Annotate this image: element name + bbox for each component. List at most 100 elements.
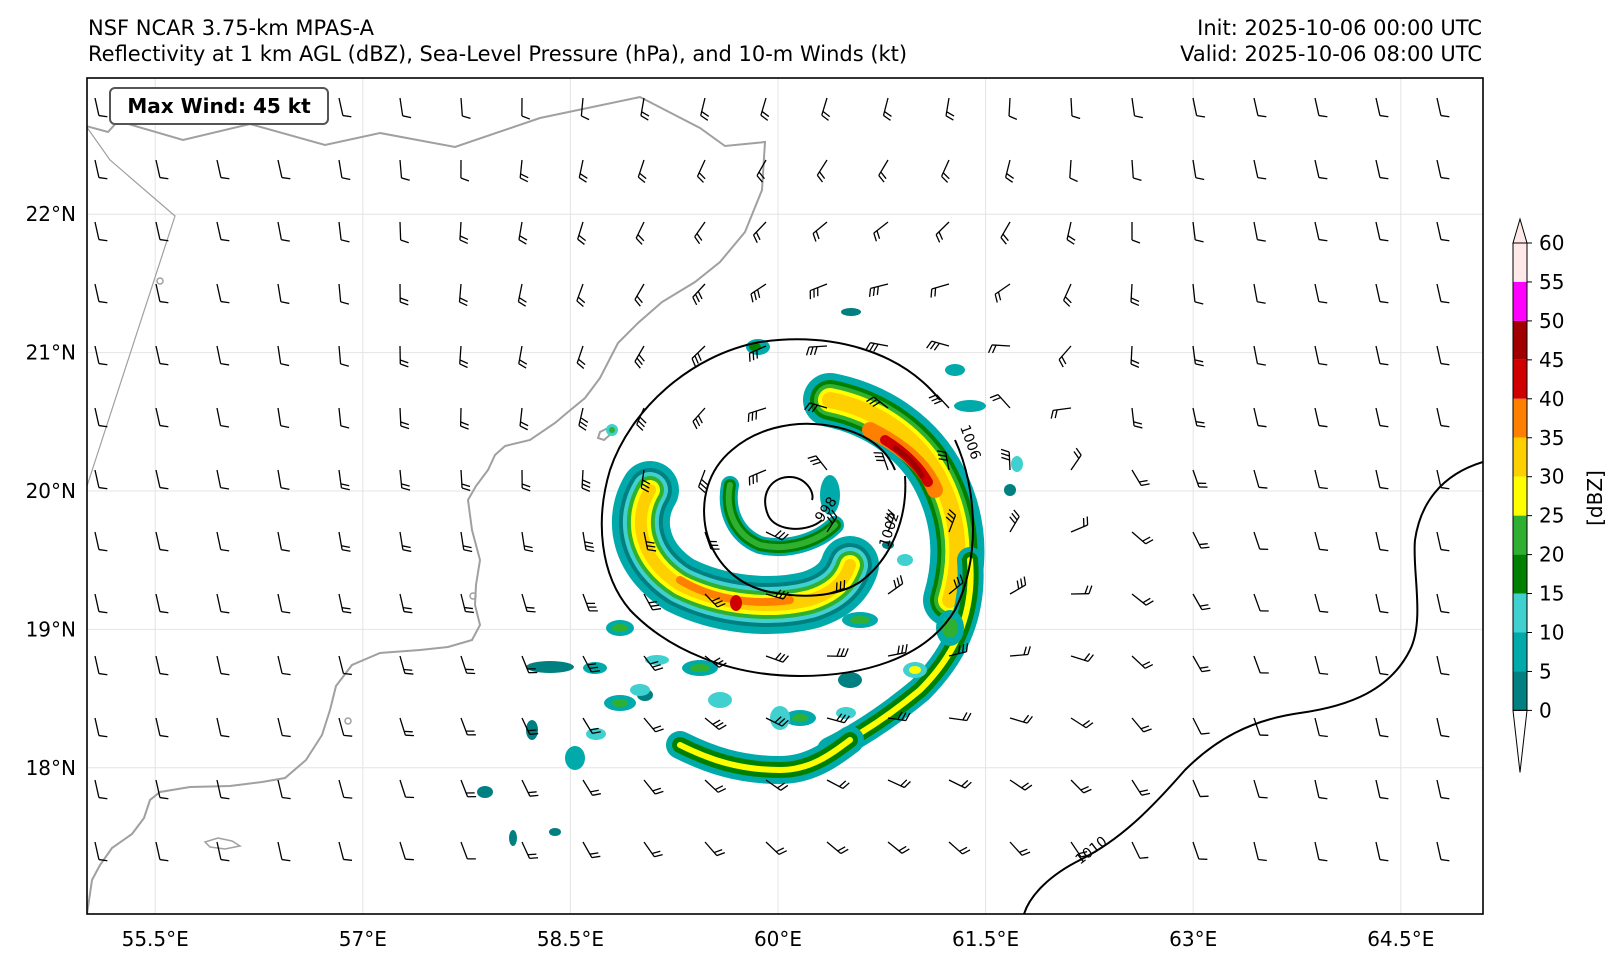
colorbar-segment bbox=[1513, 398, 1527, 438]
colorbar-segment bbox=[1513, 593, 1527, 633]
wind-barb bbox=[460, 531, 473, 553]
wind-barb bbox=[578, 159, 588, 183]
wind-barb bbox=[338, 779, 353, 799]
wind-barb bbox=[399, 841, 414, 861]
wind-barb bbox=[765, 841, 787, 856]
wind-barb bbox=[277, 407, 290, 429]
wind-barb bbox=[1050, 407, 1072, 419]
wind-barb bbox=[576, 283, 586, 307]
wind-barb bbox=[1314, 531, 1329, 551]
reflectivity-cell bbox=[1011, 456, 1023, 472]
wind-barb bbox=[1192, 593, 1211, 611]
wind-barb bbox=[765, 589, 789, 600]
colorbar: 0 5 10 15 20 25 30 35 40 45 50 55 60 bbox=[1512, 217, 1564, 773]
wind-barb bbox=[1253, 469, 1268, 489]
wind-barb bbox=[887, 779, 911, 789]
colorbar-tick-label: 45 bbox=[1539, 348, 1564, 372]
wind-barb bbox=[155, 593, 169, 614]
wind-barb bbox=[987, 344, 1011, 354]
wind-barb bbox=[1192, 345, 1204, 367]
wind-barb bbox=[1436, 221, 1450, 242]
wind-barb bbox=[399, 531, 412, 553]
wind-barb bbox=[277, 221, 290, 242]
wind-barb bbox=[216, 841, 230, 862]
wind-barb bbox=[576, 345, 586, 369]
wind-barb bbox=[1009, 714, 1033, 724]
wind-barb bbox=[521, 717, 539, 735]
wind-barb bbox=[1130, 283, 1140, 307]
wind-barb bbox=[948, 779, 972, 789]
wind-barb bbox=[1192, 655, 1211, 673]
wind-barb bbox=[634, 345, 645, 369]
reflectivity-cell bbox=[526, 661, 574, 673]
wind-barb bbox=[812, 221, 828, 242]
graticule bbox=[87, 78, 1483, 914]
wind-barb bbox=[277, 283, 290, 305]
wind-barb bbox=[277, 593, 291, 614]
wind-barb bbox=[521, 779, 539, 797]
reflectivity-cell bbox=[836, 707, 856, 719]
colorbar-segment bbox=[1513, 476, 1527, 516]
wind-barb bbox=[1436, 469, 1450, 490]
wind-barb bbox=[643, 655, 664, 671]
wind-barb bbox=[277, 345, 290, 367]
wind-barb bbox=[1130, 345, 1140, 368]
oman-coastline bbox=[87, 95, 767, 914]
wind-barb bbox=[1070, 779, 1092, 794]
wind-barb bbox=[1070, 516, 1089, 533]
wind-barb bbox=[1253, 159, 1267, 180]
wind-barb bbox=[94, 531, 108, 552]
colorbar-tick-label: 20 bbox=[1539, 543, 1564, 567]
wind-barb bbox=[216, 159, 230, 180]
wind-barb bbox=[1131, 841, 1149, 859]
reflectivity-cell bbox=[645, 655, 669, 665]
wind-barb bbox=[458, 283, 468, 307]
wind-barb bbox=[1009, 576, 1027, 595]
wind-barb bbox=[1192, 221, 1204, 243]
colorbar-tick-label: 55 bbox=[1539, 270, 1564, 294]
colorbar-tick-label: 0 bbox=[1539, 698, 1552, 722]
wind-barb bbox=[1069, 159, 1078, 183]
wind-barb bbox=[765, 530, 789, 541]
wind-barb bbox=[155, 159, 169, 180]
wind-barb bbox=[704, 779, 727, 793]
reflectivity-cell bbox=[586, 728, 606, 740]
isobar-998 bbox=[764, 475, 823, 530]
wind-barb bbox=[1070, 717, 1094, 729]
map-frame bbox=[86, 77, 1484, 915]
wind-barb bbox=[1436, 407, 1450, 428]
colorbar-segment bbox=[1513, 281, 1527, 321]
wind-barb bbox=[399, 345, 409, 368]
wind-barb bbox=[1192, 531, 1210, 549]
reflectivity-cell bbox=[708, 692, 732, 708]
wind-barb bbox=[704, 531, 720, 550]
wind-barb bbox=[460, 717, 476, 736]
wind-barb bbox=[697, 469, 709, 493]
wind-barb bbox=[94, 345, 108, 366]
wind-barb bbox=[94, 469, 108, 490]
wind-barb bbox=[948, 712, 972, 722]
wind-barb bbox=[577, 221, 587, 245]
wind-barb bbox=[1436, 717, 1450, 738]
wind-barb bbox=[1314, 97, 1328, 118]
wind-barb bbox=[1131, 159, 1142, 182]
wind-barb bbox=[1009, 509, 1020, 533]
wind-barb bbox=[338, 531, 351, 552]
wind-barb bbox=[1375, 159, 1389, 180]
reflectivity-band bbox=[822, 392, 966, 608]
wind-barb bbox=[460, 159, 470, 182]
wind-barb bbox=[155, 717, 169, 738]
max-wind-text: Max Wind: 45 kt bbox=[127, 94, 311, 118]
wind-barb bbox=[216, 531, 230, 552]
wind-barb bbox=[1436, 159, 1450, 180]
lat-tick-label: 18°N bbox=[26, 756, 76, 780]
lon-tick-label: 58.5°E bbox=[537, 927, 604, 951]
wind-barb bbox=[1436, 593, 1450, 614]
wind-barb bbox=[826, 509, 838, 533]
colorbar-segment bbox=[1513, 359, 1527, 399]
wind-barb bbox=[216, 593, 230, 614]
wind-barb bbox=[521, 655, 538, 674]
wind-barb bbox=[1253, 531, 1269, 551]
wind-barb bbox=[704, 717, 727, 730]
